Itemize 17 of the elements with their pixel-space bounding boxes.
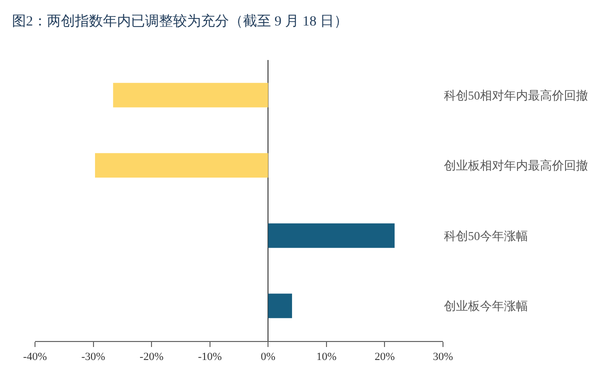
bar	[268, 223, 395, 248]
x-tick-label: 30%	[432, 351, 454, 364]
x-tick-label: 0%	[260, 351, 276, 364]
y-tick-label: 创业板相对年内最高价回撤	[444, 158, 588, 173]
x-tick-label: -30%	[81, 351, 106, 364]
bar	[95, 153, 268, 178]
bar	[113, 82, 268, 108]
x-tick-label: -20%	[140, 351, 164, 364]
chart-title: 图2：两创指数年内已调整较为充分（截至 9 月 18 日）	[12, 13, 348, 30]
x-tick-label: 20%	[374, 351, 395, 364]
x-tick-label: 10%	[316, 351, 337, 364]
x-tick-label: -10%	[198, 351, 222, 364]
y-tick-label: 科创50今年涨幅	[444, 228, 528, 243]
bar	[268, 294, 292, 318]
y-tick-label: 科创50相对年内最高价回撤	[444, 88, 588, 102]
x-tick-label: -40%	[23, 351, 47, 364]
y-tick-label: 创业板今年涨幅	[444, 299, 528, 314]
